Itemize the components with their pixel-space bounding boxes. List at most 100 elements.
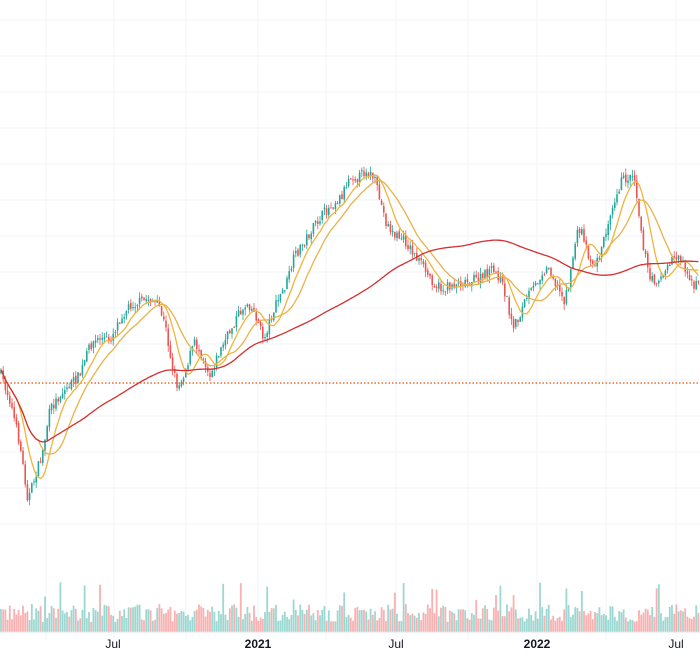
candle-body	[211, 370, 213, 378]
volume-bar	[486, 608, 489, 632]
candle-body	[290, 268, 293, 271]
candle-body	[572, 257, 574, 270]
volume-bar	[402, 583, 405, 632]
volume-bar	[484, 605, 486, 632]
volume-bar	[182, 611, 185, 632]
candle-body	[453, 283, 455, 287]
volume-bar	[622, 609, 625, 632]
volume-bar	[48, 613, 51, 632]
candle-body	[255, 312, 257, 321]
candle-body	[466, 279, 469, 282]
volume-bar	[272, 608, 275, 632]
candle-body	[495, 271, 497, 273]
volume-bar	[268, 611, 271, 632]
volume-bar	[547, 604, 550, 632]
volume-bar	[35, 608, 38, 632]
candle-body	[251, 309, 253, 311]
volume-bar	[556, 617, 559, 632]
volume-bar	[301, 609, 304, 632]
volume-bar	[149, 610, 152, 632]
volume-bar	[431, 588, 434, 632]
candle-body	[587, 245, 590, 259]
candle-body	[277, 300, 279, 302]
candle-body	[616, 194, 618, 203]
candle-body	[671, 257, 673, 265]
candle-body	[138, 297, 141, 305]
volume-bar	[292, 599, 295, 632]
volume-bar	[607, 619, 610, 632]
volume-bar	[490, 620, 493, 632]
volume-bar	[343, 592, 346, 632]
volume-bar	[321, 609, 324, 632]
candle-body	[297, 249, 299, 256]
candle-body	[523, 299, 526, 308]
candle-body	[79, 373, 81, 376]
candle-body	[506, 296, 508, 298]
candle-body	[213, 368, 216, 371]
candle-body	[347, 178, 350, 187]
candle-body	[352, 179, 354, 181]
volume-bar	[316, 609, 319, 632]
volume-bar	[310, 615, 313, 632]
candle-body	[116, 322, 119, 331]
candle-body	[178, 385, 180, 389]
volume-bar	[358, 610, 361, 632]
candle-body	[248, 304, 251, 310]
volume-bar	[448, 610, 451, 632]
volume-bar	[314, 620, 317, 632]
candle-body	[583, 229, 585, 242]
volume-bar	[631, 619, 634, 632]
volume-bar	[354, 608, 357, 632]
volume-bar	[640, 614, 643, 632]
volume-bar	[248, 612, 251, 632]
volume-bar	[303, 613, 306, 632]
candle-body	[262, 326, 264, 339]
candle-body	[660, 276, 662, 280]
candle-body	[666, 265, 669, 271]
volume-bar	[519, 617, 522, 632]
volume-bar	[644, 608, 647, 632]
volume-bar	[4, 609, 7, 632]
candle-body	[625, 174, 627, 183]
volume-bar	[83, 585, 86, 632]
candle-body	[609, 215, 612, 225]
candle-body	[457, 281, 460, 284]
candle-body	[42, 449, 44, 463]
candle-body	[105, 336, 108, 338]
volume-bar	[8, 605, 11, 632]
volume-bar	[74, 608, 77, 632]
candle-body	[61, 393, 64, 398]
candle-body	[15, 417, 18, 425]
candle-body	[37, 461, 40, 477]
candle-body	[112, 333, 114, 341]
candle-body	[695, 281, 697, 290]
volume-bar	[682, 611, 684, 632]
volume-bar	[587, 613, 590, 632]
volume-bar	[389, 609, 392, 632]
candle-body	[477, 277, 480, 282]
candle-body	[154, 300, 156, 302]
volume-bar	[189, 620, 192, 632]
volume-bar	[226, 619, 229, 632]
candle-body	[411, 245, 414, 255]
candle-body	[438, 282, 440, 289]
candle-body	[222, 344, 224, 348]
candle-body	[264, 337, 266, 339]
volume-bar	[246, 606, 249, 632]
candle-body	[418, 258, 420, 261]
candle-body	[189, 350, 191, 364]
volume-bar	[523, 621, 526, 632]
candle-body	[99, 338, 101, 340]
volume-bar	[286, 617, 288, 632]
volume-bar	[215, 621, 218, 632]
volume-bar	[499, 585, 502, 632]
volume-bar	[558, 616, 561, 632]
volume-bar	[264, 612, 266, 632]
volume-bar	[213, 611, 216, 632]
volume-bar	[160, 608, 163, 632]
volume-bar	[585, 615, 588, 632]
candle-body	[292, 254, 295, 268]
volume-bar	[464, 610, 467, 632]
volume-bar	[187, 614, 189, 632]
